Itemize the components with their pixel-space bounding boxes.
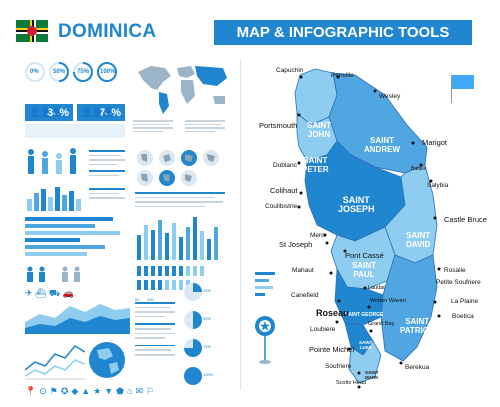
place-label: Mero (310, 232, 325, 239)
people-percent-value: 70% (98, 106, 121, 119)
place-label: Castle Bruce (444, 215, 487, 224)
vertical-bar-graphic (137, 217, 218, 260)
people-icons-row (27, 266, 80, 282)
map-text (133, 120, 178, 133)
horizontal-bar-graphic (25, 217, 120, 256)
place-label: St Joseph (279, 240, 313, 249)
map-pin-icon (255, 316, 275, 364)
people-percent-box: 👤👤👤 70% (77, 104, 125, 121)
title-banner: MAP & INFOGRAPHIC TOOLS (214, 20, 472, 45)
info-text (89, 188, 129, 199)
map-text (185, 120, 230, 133)
place-label: Canefield (291, 292, 319, 299)
parish-label-saint-john: SAINT JOHN (307, 121, 331, 139)
place-label: Scotts Head (336, 380, 366, 386)
area-chart-graphic (25, 304, 130, 334)
dominica-flag (16, 20, 48, 42)
place-label: Soufriere (325, 363, 352, 370)
place-label: Salybia (427, 182, 449, 189)
globe-graphic (89, 342, 125, 378)
small-number: 60 (135, 297, 140, 302)
country-title: DOMINICA (58, 21, 157, 42)
place-label: Rosalie (444, 267, 466, 274)
parish-label-saint-andrew: SAINT ANDREW (364, 136, 400, 154)
place-label: Petite Soufriere (436, 279, 481, 286)
parish-saint-patrick (380, 254, 438, 362)
world-map-graphic (138, 66, 227, 114)
line-chart-graphic (25, 345, 85, 380)
percent-circles-graphic (25, 62, 117, 82)
person-figures-graphic (28, 148, 76, 174)
parish-saint-mark (348, 340, 382, 384)
parish-label-saint-george: SAINT GEORGE (345, 312, 384, 318)
parish-label-saint-peter: SAINT PETER (302, 156, 329, 174)
place-label: La Plaine (451, 298, 479, 305)
pie-charts-graphic (184, 283, 202, 385)
parish-label-saint-joseph: SAINT JOSEPH (338, 195, 375, 214)
place-label: Grand Bay (368, 321, 395, 327)
place-label: Batalie (411, 166, 427, 172)
place-label: Berekua (405, 364, 430, 371)
panel-divider (240, 60, 241, 390)
percent-label: 50% (53, 69, 66, 75)
place-label-capital: Roseau (316, 308, 349, 318)
transport-icons: ✈ ⛴ ⛟ 🚗 (25, 288, 74, 298)
people-icon: 👤👤👤 (29, 107, 63, 117)
people-percent-box: 👤👤👤 30% (25, 104, 73, 121)
info-text (89, 150, 129, 166)
dominica-map (294, 68, 441, 389)
place-label: Pointe Michel (309, 345, 355, 354)
legend-flag-pole (451, 75, 452, 103)
info-list (135, 302, 177, 356)
parish-label-saint-luke: SAINT LUKE (359, 340, 373, 350)
percent-circles: 0% 50% 75% 100% (25, 60, 125, 84)
pie-label: 50% (203, 316, 212, 321)
place-label: Loubiere (310, 326, 336, 333)
place-label: Laudat (368, 285, 385, 291)
place-label: Pont Cassé (345, 251, 384, 260)
people-percent-value: 30% (46, 106, 69, 119)
globe-icons (137, 150, 219, 186)
place-label: Dublanc (273, 162, 297, 169)
legend-flag (452, 75, 474, 89)
percent-label: 75% (77, 69, 90, 75)
parish-label-saint-david: SAINT DAVID (406, 231, 431, 249)
place-label: Capuchin (276, 67, 304, 74)
parish-saint-paul (330, 226, 396, 290)
pie-label: 25% (203, 288, 212, 293)
place-label: Wesley (379, 93, 401, 100)
parish-label-saint-paul: SAINT PAUL (352, 261, 376, 279)
place-label: Wotten Waven (370, 298, 406, 304)
info-text (89, 170, 129, 177)
people-icon: 👤👤👤 (81, 107, 115, 117)
town-markers (297, 75, 441, 389)
pie-label: 75% (203, 344, 212, 349)
infographic-panel: 0% 50% 75% 100% 👤👤👤 30% 👤👤👤 70% (25, 60, 235, 400)
percent-label: 0% (30, 69, 39, 75)
place-label: Boetica (452, 313, 474, 320)
small-number: 100 (147, 297, 154, 302)
icon-row: 📍⊙⚑✪◆▲★▼⬟⌂✉⚐ (25, 386, 158, 396)
place-label: Marigot (422, 138, 448, 147)
place-label: Mahaut (292, 267, 314, 274)
info-text-block (25, 124, 125, 138)
place-label: Colihaut (270, 186, 298, 195)
info-list (135, 192, 230, 208)
people-grid-graphic (137, 266, 204, 290)
place-label: Coulibistrie (265, 203, 298, 210)
pie-label: 100% (203, 372, 214, 377)
place-label: Portsmouth (259, 121, 298, 130)
parish-label-saint-patrick: SAINT PATRICK (400, 317, 435, 335)
mini-bar-legend (255, 272, 275, 296)
bar-chart-graphic (27, 187, 81, 211)
place-label: Penville (331, 72, 354, 79)
parish-label-saint-mark: SAINT MARK (365, 370, 379, 380)
percent-label: 100% (100, 69, 116, 75)
